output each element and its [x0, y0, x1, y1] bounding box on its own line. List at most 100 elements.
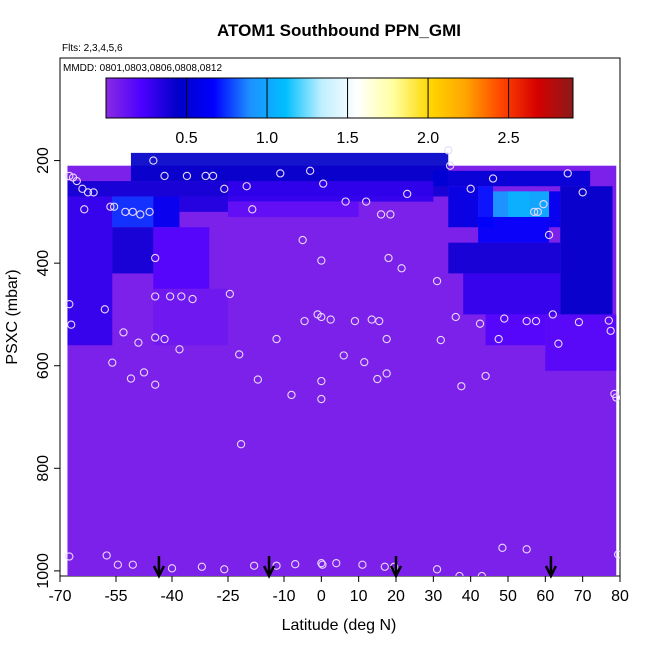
sample-point — [67, 320, 76, 329]
heatmap-cell — [485, 314, 546, 346]
colorbar-tick-label: 2.5 — [497, 130, 519, 147]
flight-marker-head — [544, 565, 558, 579]
sample-point — [236, 440, 246, 449]
sample-point — [382, 369, 391, 378]
sample-point — [182, 171, 192, 181]
y-tick-label: 1000 — [35, 553, 52, 589]
y-axis: 200 400 600 800 1000 — [35, 147, 60, 589]
heatmap-cell — [433, 170, 591, 187]
heatmap-cell — [545, 314, 617, 371]
sample-point — [358, 560, 367, 569]
heatmap-cell — [153, 288, 228, 346]
heatmap-cell — [112, 227, 154, 274]
sample-point — [436, 335, 445, 345]
sample-point — [160, 171, 169, 181]
chart-title: ATOM1 Southbound PPN_GMI — [217, 21, 461, 40]
y-tick-label: 800 — [35, 455, 52, 482]
heatmap-cell — [448, 186, 479, 228]
heatmap-cell — [153, 227, 210, 289]
sample-point — [177, 292, 186, 301]
sample-point — [165, 292, 175, 301]
sample-point — [451, 312, 460, 322]
sample-point — [167, 564, 177, 573]
sample-point — [522, 545, 531, 554]
sample-point — [65, 171, 74, 181]
x-tick-label: 60 — [536, 588, 554, 605]
sample-point — [457, 382, 466, 391]
sample-point — [276, 169, 285, 178]
sample-point — [225, 289, 235, 299]
sample-point — [380, 562, 389, 571]
sample-point — [128, 207, 137, 217]
x-tick-label: 10 — [350, 588, 368, 605]
sample-point — [612, 393, 620, 402]
sample-point — [128, 560, 137, 569]
sample-point — [350, 316, 360, 326]
sample-point — [481, 371, 490, 381]
colorbar: 0.5 1.0 1.5 2.0 2.5 — [105, 77, 574, 147]
sample-point — [375, 316, 384, 326]
sample-point — [235, 350, 244, 359]
sample-point — [242, 182, 251, 191]
sample-point — [80, 205, 89, 214]
sample-point — [500, 314, 509, 323]
sample-point — [455, 571, 464, 576]
sample-point — [197, 562, 207, 571]
colorbar-gradient — [105, 77, 574, 119]
sample-point — [119, 328, 128, 337]
sample-point — [386, 210, 395, 219]
sample-point — [102, 551, 111, 560]
sample-point — [305, 166, 315, 175]
colorbar-tick-label: 2.0 — [417, 130, 439, 147]
heatmap-cell — [560, 186, 613, 315]
sample-point — [563, 169, 572, 178]
x-tick-label: -10 — [272, 588, 295, 605]
sample-point — [106, 202, 115, 211]
colorbar-tick-label: 1.5 — [336, 130, 358, 147]
sample-point — [249, 561, 259, 570]
dates-label: MMDD: 0801,0803,0806,0808,0812 — [63, 63, 222, 74]
heatmap-cell — [478, 216, 550, 243]
sample-point — [533, 207, 543, 217]
heatmap-cell — [228, 201, 359, 217]
sample-point — [109, 202, 119, 211]
sample-point — [317, 559, 326, 568]
sample-point — [384, 253, 393, 263]
x-axis-label: Latitude (deg N) — [282, 617, 397, 634]
x-tick-label: -40 — [160, 588, 183, 605]
x-tick-label: 20 — [387, 588, 405, 605]
sample-point — [403, 189, 412, 199]
heatmap-cell — [112, 196, 154, 228]
sample-point — [554, 339, 563, 348]
flight-marker-head — [262, 565, 276, 579]
sample-point — [317, 376, 326, 386]
sample-point — [72, 176, 81, 186]
x-tick-label: -70 — [48, 588, 71, 605]
sample-point — [65, 300, 74, 309]
x-tick-label: 0 — [317, 588, 326, 605]
sample-point — [151, 253, 160, 263]
sample-point — [272, 334, 281, 344]
sample-point — [220, 184, 229, 193]
sample-point — [108, 358, 117, 367]
sample-point — [149, 156, 158, 165]
sample-point — [367, 315, 376, 324]
sample-point — [160, 334, 169, 344]
heatmap-cell — [448, 242, 561, 274]
x-tick-label: 80 — [611, 588, 629, 605]
sample-point — [113, 560, 123, 569]
sample-point — [291, 560, 300, 569]
sample-point — [89, 188, 98, 197]
heatmap-cell — [508, 191, 531, 217]
sample-point — [466, 184, 475, 193]
sample-point — [382, 334, 391, 344]
sample-point — [477, 571, 487, 576]
sample-point — [287, 390, 296, 400]
sample-point — [397, 264, 406, 273]
heatmap — [67, 152, 617, 576]
sample-point — [317, 256, 326, 265]
sample-point — [136, 210, 145, 219]
sample-point — [445, 161, 455, 170]
sample-point — [339, 351, 348, 360]
sample-point — [318, 560, 327, 569]
